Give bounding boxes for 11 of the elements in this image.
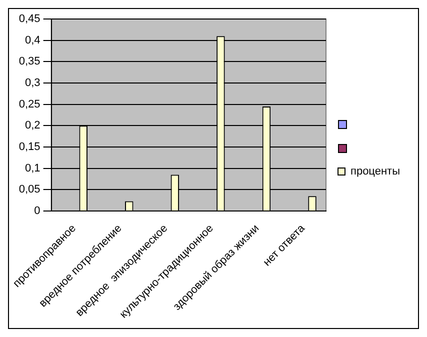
y-tick-label: 0,3	[25, 77, 40, 90]
y-tick-label: 0,45	[18, 13, 40, 26]
y-tick-label: 0,4	[25, 34, 40, 46]
y-tick-label: 0,2	[25, 120, 40, 132]
y-tick-label: 0	[34, 205, 40, 218]
legend-label: проценты	[350, 166, 400, 178]
y-tick-label: 0,1	[25, 162, 40, 174]
y-tick-label: 0,05	[18, 184, 40, 196]
y-tick-label: 0,25	[18, 98, 40, 110]
y-tick-label: 0,35	[18, 56, 40, 68]
y-tick-label: 0,15	[18, 141, 40, 154]
